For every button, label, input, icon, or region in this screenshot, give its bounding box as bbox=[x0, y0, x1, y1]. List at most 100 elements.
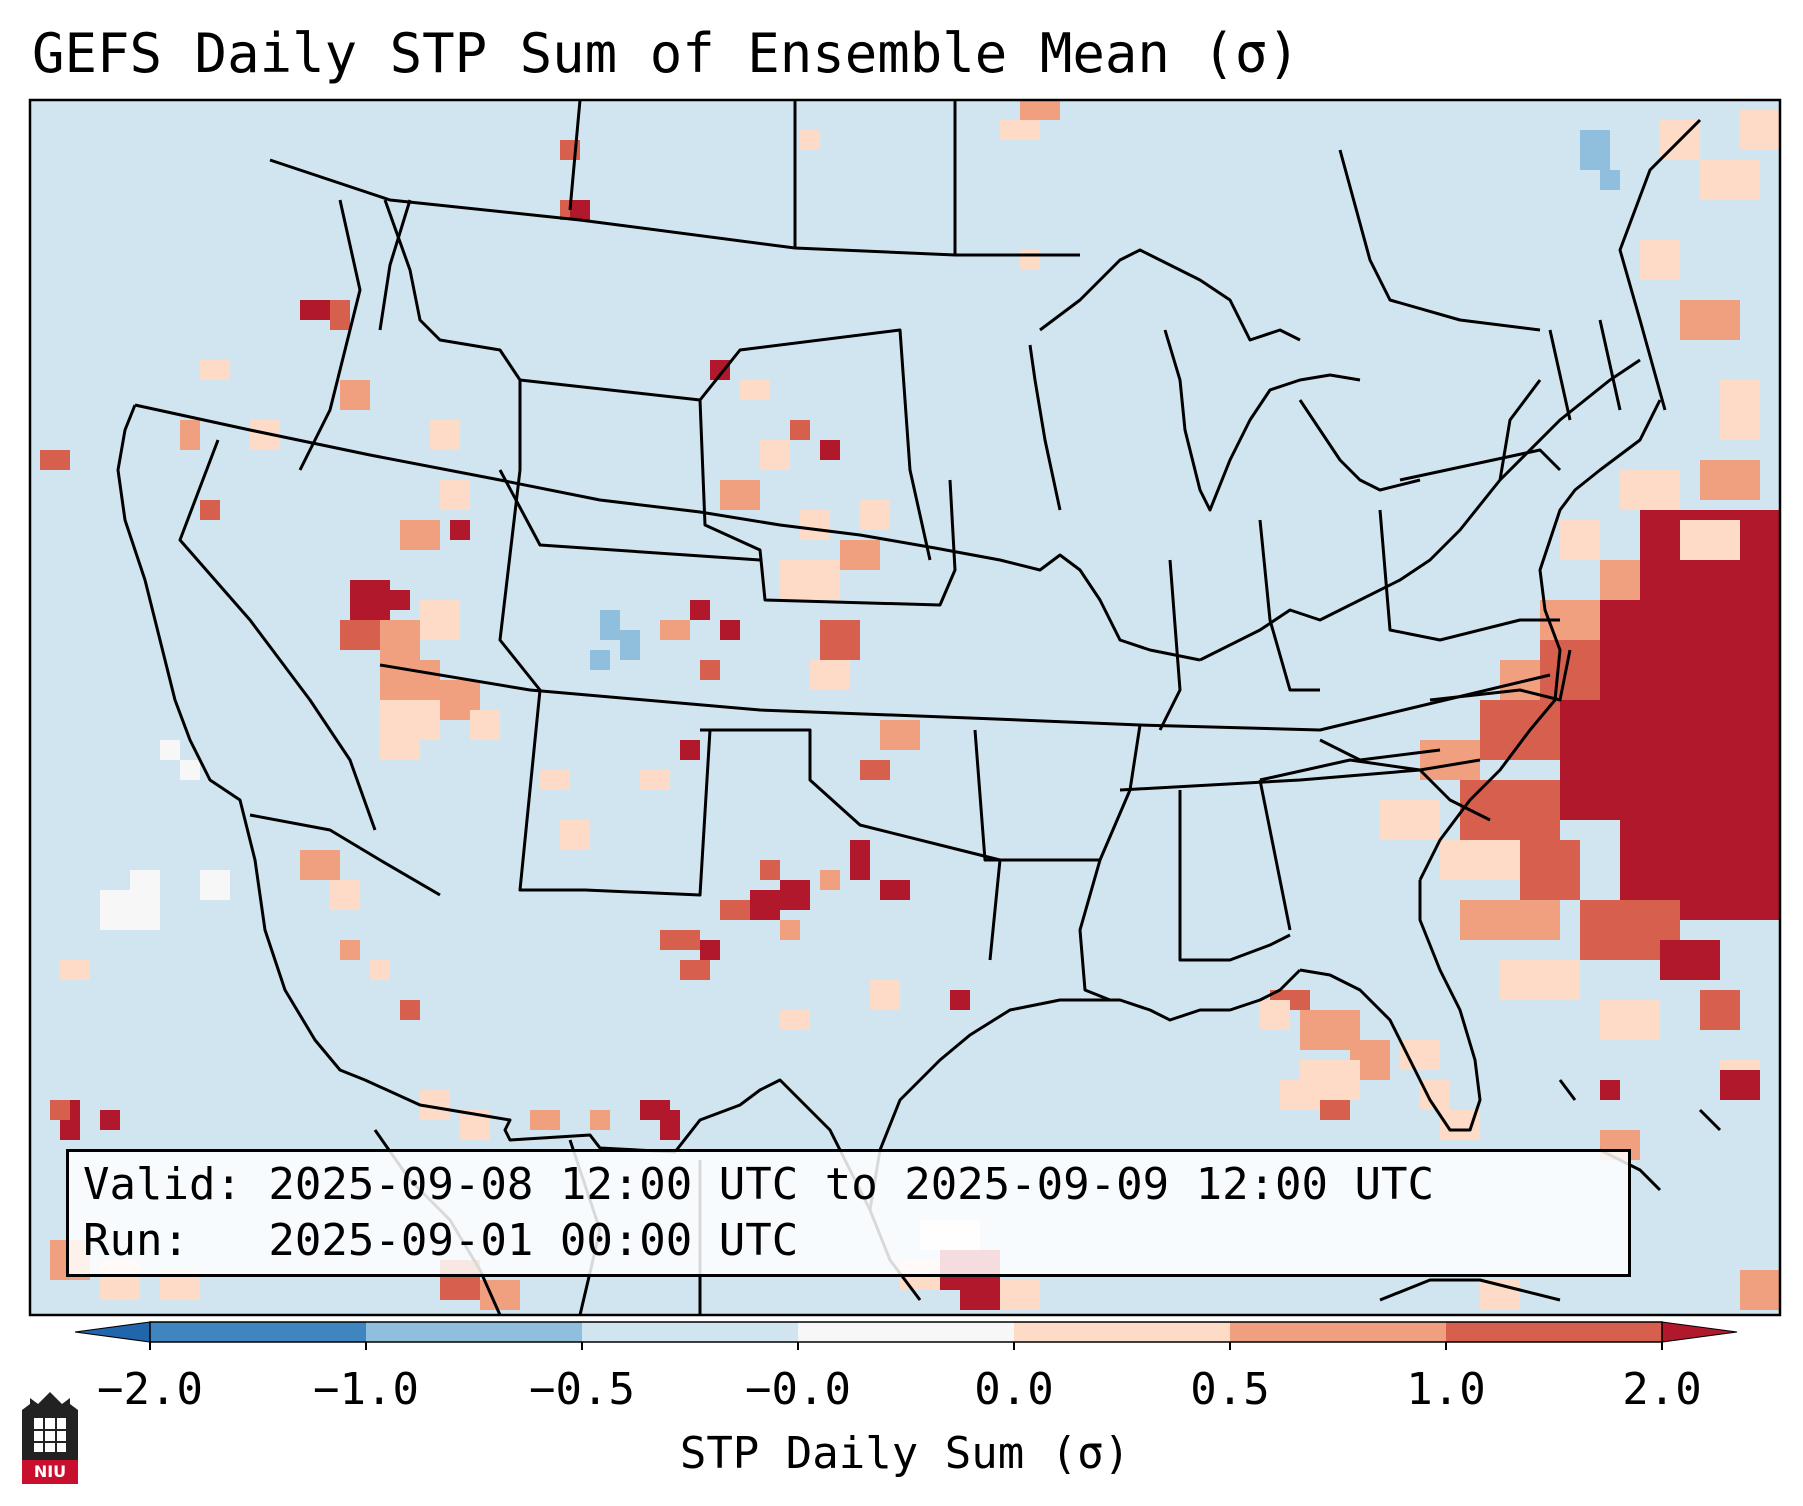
anomaly-cell bbox=[1320, 1100, 1350, 1120]
anomaly-cell bbox=[440, 480, 470, 510]
anomaly-cell bbox=[380, 740, 420, 760]
anomaly-cell bbox=[180, 420, 200, 450]
anomaly-cell bbox=[380, 700, 440, 740]
anomaly-cell bbox=[680, 740, 700, 760]
anomaly-cell bbox=[1600, 170, 1620, 190]
anomaly-cell bbox=[950, 990, 970, 1010]
cb-tick-label: 0.5 bbox=[1190, 1364, 1270, 1415]
anomaly-cell bbox=[600, 610, 620, 640]
anomaly-cell bbox=[1000, 1280, 1040, 1310]
anomaly-cell bbox=[1540, 640, 1600, 700]
anomaly-cell bbox=[780, 560, 840, 600]
anomaly-cell bbox=[780, 1010, 810, 1030]
cb-tick-label: −0.5 bbox=[529, 1364, 635, 1415]
anomaly-cell bbox=[590, 1110, 610, 1130]
anomaly-cell bbox=[840, 540, 880, 570]
anomaly-cell bbox=[740, 380, 770, 400]
colorbar bbox=[74, 1321, 1738, 1350]
anomaly-cell bbox=[540, 770, 570, 790]
anomaly-cell bbox=[570, 200, 590, 220]
colorbar-frame bbox=[149, 1321, 1663, 1343]
anomaly-cell bbox=[1680, 520, 1740, 560]
anomaly-cell bbox=[1520, 840, 1580, 900]
anomaly-cell bbox=[1740, 1270, 1780, 1310]
anomaly-cell bbox=[1500, 960, 1580, 1000]
cb-tick-label: 2.0 bbox=[1622, 1364, 1702, 1415]
colorbar-under-arrow bbox=[74, 1321, 151, 1343]
colorbar-over-arrow bbox=[1661, 1321, 1738, 1343]
anomaly-cell bbox=[1020, 100, 1060, 120]
anomaly-cell bbox=[200, 500, 220, 520]
anomaly-cell bbox=[340, 940, 360, 960]
anomaly-cell bbox=[710, 360, 730, 380]
cb-tick-label: −1.0 bbox=[313, 1364, 419, 1415]
anomaly-cell bbox=[640, 770, 670, 790]
colorbar-bin bbox=[582, 1322, 798, 1342]
anomaly-cell bbox=[850, 840, 870, 880]
anomaly-cell bbox=[1580, 130, 1610, 170]
anomaly-cell bbox=[330, 880, 360, 910]
anomaly-cell bbox=[880, 720, 920, 750]
anomaly-cell bbox=[760, 440, 790, 470]
colorbar-bin bbox=[366, 1322, 582, 1342]
anomaly-cell bbox=[430, 420, 460, 450]
anomaly-cell bbox=[820, 620, 860, 660]
anomaly-cell bbox=[40, 450, 70, 470]
cb-tick-label: −0.0 bbox=[745, 1364, 851, 1415]
anomaly-cell bbox=[1600, 1080, 1620, 1100]
anomaly-cell bbox=[200, 360, 230, 380]
anomaly-cell bbox=[420, 600, 460, 640]
anomaly-cell bbox=[790, 420, 810, 440]
anomaly-cell bbox=[1560, 700, 1780, 820]
anomaly-cell bbox=[660, 1110, 680, 1140]
anomaly-cell bbox=[1700, 990, 1740, 1030]
anomaly-cell bbox=[400, 1000, 420, 1020]
anomaly-cell bbox=[370, 960, 390, 980]
cb-tick-label: −2.0 bbox=[97, 1364, 203, 1415]
anomaly-cell bbox=[1740, 110, 1780, 150]
anomaly-cell bbox=[620, 630, 640, 660]
anomaly-cell bbox=[1700, 870, 1760, 910]
anomaly-cell bbox=[1460, 900, 1560, 940]
anomaly-cell bbox=[820, 870, 840, 890]
colorbar-bin bbox=[150, 1322, 366, 1342]
anomaly-cell bbox=[700, 660, 720, 680]
anomaly-cell bbox=[690, 600, 710, 620]
anomaly-cell bbox=[50, 1100, 70, 1120]
political-borders bbox=[116, 100, 1722, 1315]
anomaly-cell bbox=[780, 920, 800, 940]
anomaly-cell bbox=[660, 930, 700, 950]
anomaly-cell bbox=[800, 130, 820, 150]
anomaly-cell bbox=[160, 740, 180, 760]
cb-tick-label: 0.0 bbox=[974, 1364, 1054, 1415]
colorbar-bin bbox=[798, 1322, 1014, 1342]
anomaly-cell bbox=[1380, 800, 1440, 840]
anomaly-cell bbox=[1700, 460, 1760, 500]
niu-logo-text: NIU bbox=[22, 1460, 78, 1484]
anomaly-cell bbox=[1640, 240, 1680, 280]
anomaly-cell bbox=[1660, 940, 1720, 980]
anomaly-cell bbox=[60, 960, 90, 980]
anomaly-cell bbox=[1600, 1000, 1660, 1040]
anomaly-cell bbox=[1680, 300, 1740, 340]
niu-logo bbox=[22, 1392, 78, 1460]
anomaly-cell bbox=[1020, 250, 1040, 270]
anomaly-cell bbox=[340, 380, 370, 410]
anomaly-cell bbox=[400, 520, 440, 550]
anomaly-cell bbox=[560, 820, 590, 850]
anomaly-cell bbox=[470, 710, 500, 740]
anomaly-cell bbox=[720, 900, 750, 920]
run-line: Run: 2025-09-01 00:00 UTC bbox=[83, 1215, 799, 1266]
anomaly-cell bbox=[1260, 1000, 1290, 1030]
anomaly-cell bbox=[860, 500, 890, 530]
anomaly-cell bbox=[720, 480, 760, 510]
anomaly-cell bbox=[450, 520, 470, 540]
anomaly-cell bbox=[860, 760, 890, 780]
anomaly-cell bbox=[720, 620, 740, 640]
valid-line: Valid: 2025-09-08 12:00 UTC to 2025-09-0… bbox=[83, 1159, 1435, 1210]
anomaly-cell bbox=[760, 860, 780, 880]
anomaly-cell bbox=[1620, 470, 1680, 510]
anomaly-cell bbox=[200, 870, 230, 900]
anomaly-cell bbox=[300, 850, 340, 880]
